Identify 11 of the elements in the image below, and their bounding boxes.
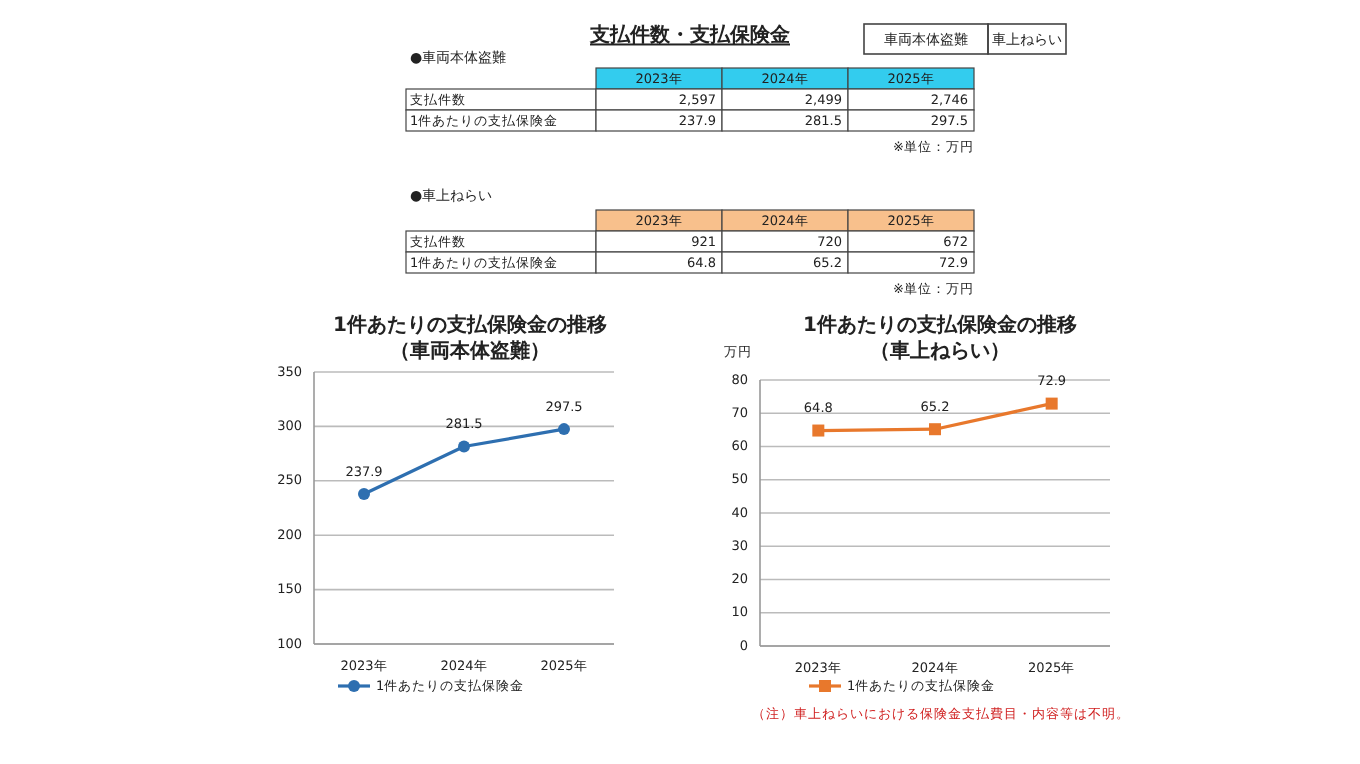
chart-title: 1件あたりの支払保険金の推移 xyxy=(803,313,1077,338)
chart-title: 1件あたりの支払保険金の推移 xyxy=(333,313,607,338)
chart-subtitle: （車上ねらい） xyxy=(870,339,1010,364)
text: 支払件数・支払保険金 xyxy=(588,23,792,48)
point xyxy=(812,424,825,437)
point xyxy=(929,423,941,436)
chart-subtitle: （車両本体盗難） xyxy=(390,339,550,364)
point xyxy=(558,423,570,436)
point xyxy=(358,487,370,500)
point xyxy=(1045,397,1058,410)
point xyxy=(458,440,470,453)
